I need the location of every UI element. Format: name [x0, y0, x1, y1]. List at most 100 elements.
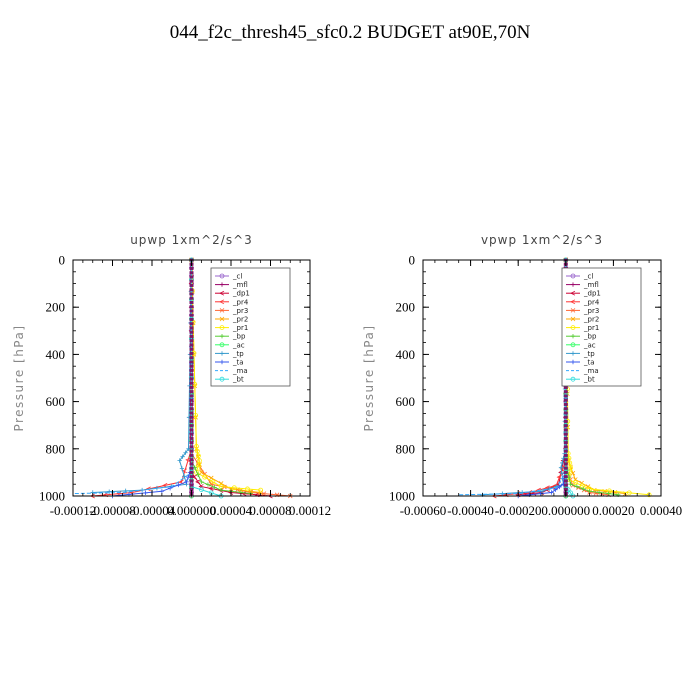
legend-label: _cl: [232, 273, 242, 281]
series-line: [482, 259, 567, 496]
stack-mark: [189, 266, 194, 270]
stack-mark: [563, 411, 568, 415]
legend-item: _bt: [215, 376, 244, 384]
stack-mark: [563, 458, 568, 462]
legend-label: _pr1: [232, 324, 248, 332]
series-ma: [458, 260, 567, 496]
stack-mark: [189, 487, 194, 491]
data-point: [549, 490, 554, 495]
stack-mark: [189, 453, 194, 457]
stack-mark: [189, 394, 194, 398]
stack-mark: [189, 445, 194, 449]
legend-item: _ma: [566, 367, 599, 375]
stack-mark: [189, 441, 194, 445]
series-pr4: [491, 257, 568, 499]
data-point: [196, 453, 201, 459]
stack-mark: [189, 466, 194, 470]
stack-mark: [189, 415, 194, 419]
stack-mark: [563, 466, 568, 470]
legend-marker: [219, 290, 225, 296]
stack-mark: [189, 385, 194, 389]
legend-marker: [570, 351, 576, 356]
data-point: [195, 479, 201, 485]
legend-item: _ta: [215, 359, 244, 367]
legend-label: _tp: [583, 350, 595, 358]
x-tick-label: -0.00020: [495, 503, 542, 518]
y-tick-label: 200: [46, 300, 66, 315]
stack-mark: [189, 462, 194, 466]
legend-marker: [570, 334, 576, 339]
data-point: [245, 486, 250, 492]
data-point: [261, 491, 267, 496]
stack-mark: [563, 470, 568, 474]
legend-marker: [570, 359, 576, 365]
legend-marker: [570, 282, 576, 287]
stack-mark: [189, 275, 194, 279]
y-tick-label: 200: [396, 300, 416, 315]
legend-marker: [570, 273, 576, 279]
stack-mark: [563, 487, 568, 491]
legend-item: _tp: [566, 350, 595, 358]
legend-item: _bt: [566, 376, 595, 384]
stack-mark: [189, 377, 194, 381]
stack-mark: [563, 462, 568, 466]
legend-marker: [219, 376, 225, 382]
legend-label: _bp: [232, 333, 246, 341]
data-point: [606, 491, 611, 496]
stack-mark: [189, 419, 194, 423]
series-line: [92, 260, 192, 497]
legend-item: _dp1: [215, 290, 250, 298]
stack-mark: [189, 373, 194, 377]
legend-item: _mfl: [215, 281, 248, 289]
stack-mark: [189, 364, 194, 368]
stack-mark: [563, 453, 568, 457]
y-tick-label: 800: [46, 441, 66, 456]
data-point: [587, 489, 592, 494]
legend-marker: [219, 273, 225, 279]
series-line: [458, 260, 567, 496]
data-point: [185, 457, 191, 463]
legend-marker: [219, 316, 225, 322]
data-point: [258, 487, 264, 493]
data-point: [176, 482, 181, 488]
series-line: [72, 260, 192, 495]
y-tick-label: 600: [396, 394, 416, 409]
legend-item: _pr4: [215, 298, 249, 306]
legend-marker: [219, 359, 225, 365]
stack-mark: [563, 419, 568, 423]
stack-mark: [189, 360, 194, 364]
figure-title: 044_f2c_thresh45_sfc0.2 BUDGET at90E,70N: [169, 22, 531, 43]
legend-label: _cl: [583, 273, 593, 281]
stack-mark: [189, 449, 194, 453]
stack-mark: [189, 343, 194, 347]
y-tick-label: 1000: [389, 489, 415, 504]
legend-label: _pr4: [232, 298, 249, 306]
data-point: [646, 492, 652, 498]
legend-item: _pr2: [566, 316, 599, 324]
stack-mark: [563, 415, 568, 419]
x-tick-label: -0.00060: [400, 503, 447, 518]
data-point: [596, 490, 602, 495]
data-point: [626, 490, 632, 496]
legend-marker: [219, 342, 225, 348]
stack-mark: [563, 424, 568, 428]
stack-mark: [563, 398, 568, 402]
legend-label: _pr1: [583, 324, 599, 332]
legend-item: _pr4: [566, 298, 600, 306]
data-point: [199, 479, 204, 485]
legend-item: _cl: [215, 273, 242, 281]
y-tick-label: 400: [396, 347, 416, 362]
stack-mark: [189, 458, 194, 462]
x-tick-label: 0.00040: [640, 503, 682, 518]
series-tp: [90, 257, 194, 495]
legend-marker: [219, 325, 225, 331]
stack-mark: [189, 334, 194, 338]
data-point: [539, 489, 545, 494]
series-line: [494, 260, 567, 497]
legend-marker: [570, 376, 576, 382]
legend-label: _dp1: [232, 290, 250, 298]
legend: _cl_mfl_dp1_pr4_pr3_pr2_pr1_bp_ac_tp_ta_…: [210, 267, 291, 387]
series-line: [518, 260, 567, 496]
